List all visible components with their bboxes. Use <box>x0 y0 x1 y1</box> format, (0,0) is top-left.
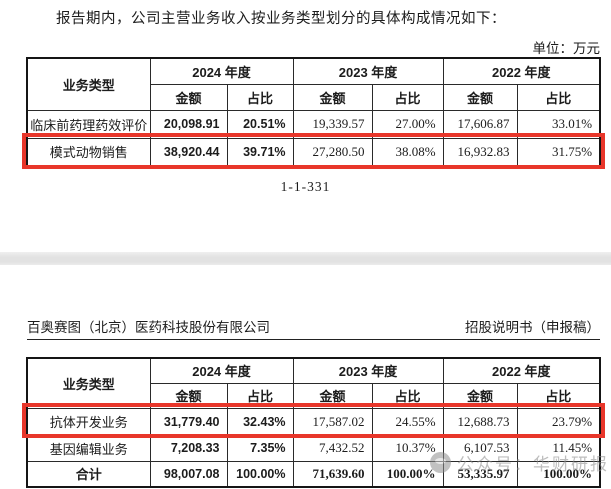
col-header-amount: 金额 <box>149 83 228 111</box>
row-label-total: 合计 <box>26 460 151 488</box>
col-header-year-2023: 2023 年度 <box>292 57 444 85</box>
cell-ratio-2024: 32.43% <box>226 407 294 436</box>
unit-label: 单位：万元 <box>532 41 601 56</box>
col-header-amount: 金额 <box>442 83 518 111</box>
cell-ratio-2024: 39.71% <box>226 137 294 167</box>
cell-amount-2023: 71,639.60 <box>292 460 373 488</box>
cell-ratio-2022: 100.00% <box>516 460 601 488</box>
col-header-ratio: 占比 <box>226 382 294 409</box>
cell-amount-2023: 27,280.50 <box>292 137 373 167</box>
cell-amount-2022: 16,932.83 <box>442 137 518 167</box>
table-row: 基因编辑业务 7,208.33 7.35% 7,432.52 10.37% 6,… <box>26 434 601 462</box>
cell-ratio-2022: 11.45% <box>516 434 601 462</box>
row-label: 模式动物销售 <box>26 137 151 167</box>
cell-amount-2022: 17,606.87 <box>442 109 518 139</box>
cell-amount-2022: 6,107.53 <box>442 434 518 462</box>
col-header-year-2022: 2022 年度 <box>442 357 601 384</box>
revenue-table-by-type: 业务类型 2024 年度 2023 年度 2022 年度 金额 占比 金额 占比… <box>22 57 605 169</box>
cell-amount-2024: 20,098.91 <box>149 109 228 139</box>
table-row-total: 合计 98,007.08 100.00% 71,639.60 100.00% 5… <box>26 460 601 488</box>
cell-amount-2023: 19,339.57 <box>292 109 373 139</box>
col-header-amount: 金额 <box>292 83 373 111</box>
table-row: 临床前药理药效评价 20,098.91 20.51% 19,339.57 27.… <box>26 109 601 139</box>
page-separator-band <box>0 252 611 265</box>
cell-ratio-2024: 20.51% <box>226 109 294 139</box>
cell-ratio-2023: 27.00% <box>371 109 444 139</box>
col-header-amount: 金额 <box>292 382 373 409</box>
col-header-year-2022: 2022 年度 <box>442 57 601 85</box>
cell-amount-2023: 17,587.02 <box>292 407 373 436</box>
page-number: 1-1-331 <box>280 179 331 194</box>
cell-amount-2024: 31,779.40 <box>149 407 228 436</box>
row-label: 基因编辑业务 <box>26 434 151 462</box>
row-label: 抗体开发业务 <box>26 407 151 436</box>
cell-ratio-2022: 23.79% <box>516 407 601 436</box>
col-header-year-2023: 2023 年度 <box>292 357 444 384</box>
col-header-ratio: 占比 <box>371 382 444 409</box>
cell-amount-2022: 53,335.97 <box>442 460 518 488</box>
col-header-business-type: 业务类型 <box>26 357 151 409</box>
cell-amount-2024: 38,920.44 <box>149 137 228 167</box>
table-row-highlighted: 模式动物销售 38,920.44 39.71% 27,280.50 38.08%… <box>26 137 601 167</box>
cell-ratio-2023: 100.00% <box>371 460 444 488</box>
cell-ratio-2022: 33.01% <box>516 109 601 139</box>
row-label: 临床前药理药效评价 <box>26 109 151 139</box>
col-header-ratio: 占比 <box>226 83 294 111</box>
cell-ratio-2022: 31.75% <box>516 137 601 167</box>
cell-ratio-2024: 100.00% <box>226 460 294 488</box>
col-header-amount: 金额 <box>149 382 228 409</box>
col-header-ratio: 占比 <box>516 83 601 111</box>
page2-header: 百奥赛图（北京）医药科技股份有限公司 招股说明书（申报稿） <box>27 316 600 340</box>
company-name: 百奥赛图（北京）医药科技股份有限公司 <box>27 320 270 335</box>
cell-amount-2022: 12,688.73 <box>442 407 518 436</box>
table-1: 业务类型 2024 年度 2023 年度 2022 年度 金额 占比 金额 占比… <box>26 57 602 167</box>
col-header-amount: 金额 <box>442 382 518 409</box>
cell-amount-2023: 7,432.52 <box>292 434 373 462</box>
intro-paragraph: 报告期内，公司主营业务收入按业务类型划分的具体构成情况如下： <box>56 11 506 27</box>
col-header-ratio: 占比 <box>516 382 601 409</box>
table-row-highlighted: 抗体开发业务 31,779.40 32.43% 17,587.02 24.55%… <box>26 407 601 436</box>
cell-amount-2024: 7,208.33 <box>149 434 228 462</box>
col-header-ratio: 占比 <box>371 83 444 111</box>
table-2: 业务类型 2024 年度 2023 年度 2022 年度 金额 占比 金额 占比… <box>26 357 602 488</box>
cell-amount-2024: 98,007.08 <box>149 460 228 488</box>
col-header-year-2024: 2024 年度 <box>149 357 294 384</box>
col-header-business-type: 业务类型 <box>26 57 151 111</box>
cell-ratio-2024: 7.35% <box>226 434 294 462</box>
cell-ratio-2023: 38.08% <box>371 137 444 167</box>
col-header-year-2024: 2024 年度 <box>149 57 294 85</box>
revenue-table-by-business: 业务类型 2024 年度 2023 年度 2022 年度 金额 占比 金额 占比… <box>22 357 605 488</box>
cell-ratio-2023: 10.37% <box>371 434 444 462</box>
cell-ratio-2023: 24.55% <box>371 407 444 436</box>
document-type: 招股说明书（申报稿） <box>465 320 600 335</box>
